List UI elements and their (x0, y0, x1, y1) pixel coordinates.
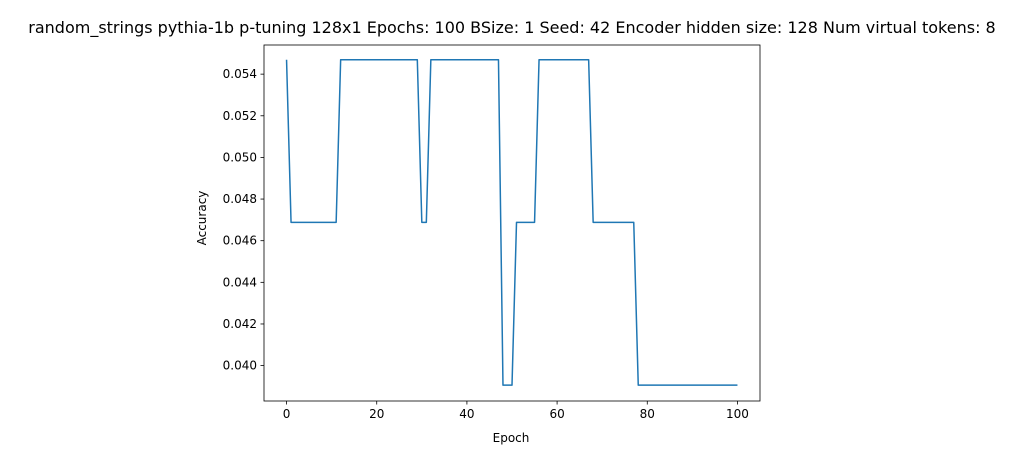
series-line-0 (285, 59, 738, 386)
x-tick-label: 20 (369, 407, 384, 421)
plot-frame (263, 44, 761, 402)
x-tick-label: 80 (640, 407, 655, 421)
y-axis-ticks: 0.040 0.042 0.044 0.046 0.048 0.050 0.052 0.054 (223, 67, 264, 373)
y-tick-label: 0.052 (223, 109, 257, 123)
x-axis-label: Epoch (493, 431, 530, 445)
y-tick-label: 0.050 (223, 150, 257, 164)
y-tick-label: 0.042 (223, 317, 257, 331)
plot-area (263, 44, 761, 402)
y-tick-label: 0.054 (223, 67, 257, 81)
chart-title: random_strings pythia-1b p-tuning 128x1 … (28, 18, 995, 38)
y-tick-label: 0.046 (223, 234, 257, 248)
y-axis-label: Accuracy (195, 191, 209, 246)
y-tick-label: 0.048 (223, 192, 257, 206)
x-axis-ticks: 0 20 40 60 80 100 (283, 401, 749, 421)
y-tick-label: 0.040 (223, 359, 257, 373)
x-tick-label: 0 (283, 407, 291, 421)
x-tick-label: 100 (726, 407, 749, 421)
x-tick-label: 40 (459, 407, 474, 421)
x-tick-label: 60 (549, 407, 564, 421)
y-tick-label: 0.044 (223, 275, 257, 289)
